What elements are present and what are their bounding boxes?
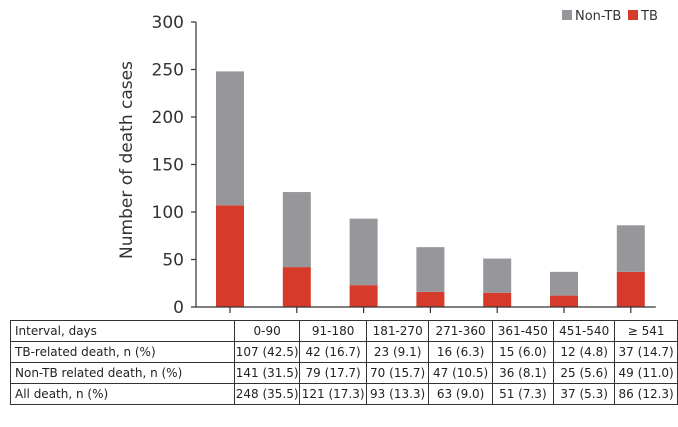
legend: Non-TB TB (562, 9, 658, 24)
row-label-cell: TB-related death, n (%) (10, 341, 235, 363)
row-label-cell: All death, n (%) (10, 383, 235, 405)
table-cell: 141 (31.5) (233, 362, 301, 384)
table-cell: 361-450 (491, 320, 555, 342)
table-cell: 181-270 (365, 320, 430, 342)
table-cell: 23 (9.1) (365, 341, 430, 363)
legend-label: Non-TB (575, 9, 621, 24)
y-tick-label: 100 (152, 203, 184, 223)
bar-non-tb-0 (216, 71, 244, 206)
table-cell: 248 (35.5) (233, 383, 301, 405)
y-tick-label: 0 (173, 298, 184, 318)
table-cell: 25 (5.6) (552, 362, 616, 384)
legend-label: TB (640, 9, 658, 24)
row-label-cell: Non-TB related death, n (%) (10, 362, 235, 384)
y-tick-label: 250 (152, 61, 184, 81)
table-cell: 86 (12.3) (614, 383, 678, 405)
y-axis: 0 50 100 150 200 250 300 (152, 13, 197, 318)
bar-non-tb-1 (282, 192, 311, 268)
table-cell: 0-90 (233, 320, 301, 342)
legend-swatch (628, 10, 638, 20)
bar-non-tb-5 (550, 271, 578, 296)
table-cell: 15 (6.0) (491, 341, 555, 363)
bars (216, 71, 645, 307)
table-cell: ≥ 541 (614, 320, 678, 342)
table-cell: 36 (8.1) (491, 362, 555, 384)
bar-non-tb-3 (416, 247, 445, 292)
table-cell: 12 (4.8) (552, 341, 616, 363)
table-cell: 37 (14.7) (614, 341, 678, 363)
table-cell: 107 (42.5) (233, 341, 301, 363)
bar-tb-5 (550, 295, 578, 307)
table-cell: 37 (5.3) (552, 383, 616, 405)
y-tick-label: 150 (152, 156, 184, 176)
bar-tb-0 (216, 205, 244, 307)
table-cell: 70 (15.7) (365, 362, 430, 384)
table-cell: 93 (13.3) (365, 383, 430, 405)
bar-non-tb-6 (616, 225, 645, 272)
y-tick-label: 50 (162, 251, 184, 271)
table-cell: 51 (7.3) (491, 383, 555, 405)
data-table: Interval, days 0-90 91-180 181-270 271-360 36… (10, 320, 678, 405)
x-axis (196, 306, 656, 313)
legend-swatch (562, 10, 572, 20)
y-axis-label: Number of death cases (117, 61, 137, 259)
bar-tb-4 (483, 292, 512, 307)
table-cell: 451-540 (552, 320, 616, 342)
table-cell: 63 (9.0) (428, 383, 493, 405)
table-row: Interval, days 0-90 91-180 181-270 271-360 36… (10, 320, 678, 342)
table-cell: 121 (17.3) (299, 383, 367, 405)
table-cell: 79 (17.7) (299, 362, 367, 384)
table-row: All death, n (%) 248 (35.5) 121 (17.3) 93 (… (10, 383, 678, 405)
table-cell: 16 (6.3) (428, 341, 493, 363)
table-cell: 42 (16.7) (299, 341, 367, 363)
bar-tb-2 (349, 285, 378, 307)
y-tick-label: 300 (152, 13, 184, 33)
bar-non-tb-2 (349, 218, 378, 286)
table-cell: 49 (11.0) (614, 362, 678, 384)
bar-tb-3 (416, 291, 445, 307)
bar-tb-6 (616, 271, 645, 307)
table-cell: 271-360 (428, 320, 493, 342)
bar-tb-1 (282, 267, 311, 307)
table-cell: 91-180 (299, 320, 367, 342)
table-row: Non-TB related death, n (%) 141 (31.5) 79 … (10, 362, 678, 384)
table-row: TB-related death, n (%) 107 (42.5) 42 (16.… (10, 341, 678, 363)
y-tick-label: 200 (152, 108, 184, 128)
bar-non-tb-4 (483, 258, 512, 293)
row-label-cell: Interval, days (10, 320, 235, 342)
stacked-bar-chart: Non-TB TB Number of death cases 0 50 100 150… (117, 9, 658, 318)
table-cell: 47 (10.5) (428, 362, 493, 384)
